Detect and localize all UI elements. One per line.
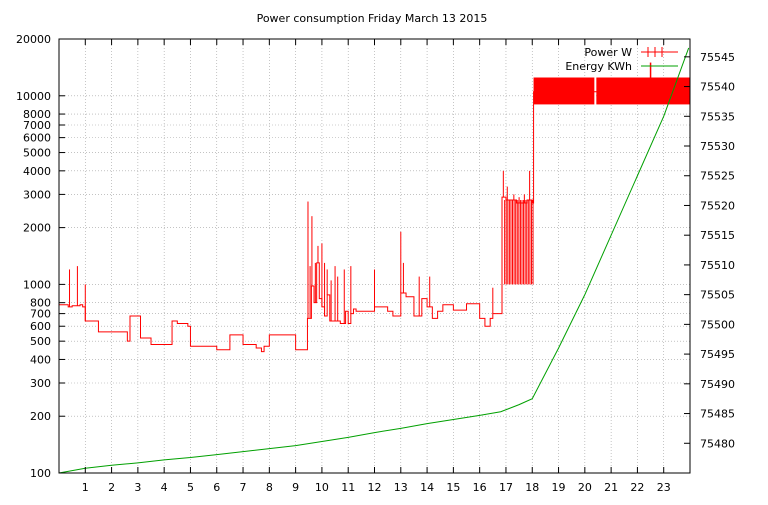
power-saturated-band	[596, 77, 690, 105]
y-tick-label: 700	[30, 308, 51, 321]
x-axis: 1 2 3 4 5 6 7 8 9 10 11 12 13 14 15 16 17 18 19 20 21 22 23	[82, 39, 671, 494]
x-tick-label: 21	[604, 481, 618, 494]
power-saturated-band	[533, 77, 595, 105]
energy-kwh-line	[58, 47, 690, 474]
y-tick-label: 200	[30, 410, 51, 423]
x-tick-label: 11	[341, 481, 355, 494]
x-tick-label: 19	[552, 481, 566, 494]
power-w-line	[59, 91, 690, 353]
y-tick-label: 10000	[16, 90, 51, 103]
y-tick-label: 400	[30, 353, 51, 366]
series-energy-kwh	[58, 47, 690, 474]
y2-tick-label: 75515	[700, 229, 735, 242]
x-tick-label: 10	[315, 481, 329, 494]
y-tick-label: 8000	[23, 108, 51, 121]
y-tick-label: 6000	[23, 132, 51, 145]
x-tick-label: 1	[82, 481, 89, 494]
y-tick-label: 5000	[23, 147, 51, 160]
y-tick-label: 20000	[16, 33, 51, 46]
x-tick-label: 22	[630, 481, 644, 494]
x-tick-label: 2	[108, 481, 115, 494]
grid-lines	[59, 38, 690, 474]
y-axis-right: 75480 75485 75490 75495 75500 75505 75510 75515…	[684, 51, 735, 450]
x-tick-label: 7	[240, 481, 247, 494]
y-tick-label: 100	[30, 467, 51, 480]
y2-tick-label: 75525	[700, 170, 735, 183]
x-tick-label: 13	[394, 481, 408, 494]
x-tick-label: 8	[266, 481, 273, 494]
y-tick-label: 3000	[23, 188, 51, 201]
y-tick-label: 1000	[23, 278, 51, 291]
x-tick-label: 16	[473, 481, 487, 494]
x-tick-label: 12	[368, 481, 382, 494]
y2-tick-label: 75485	[700, 408, 735, 421]
chart-title: Power consumption Friday March 13 2015	[257, 12, 488, 25]
y2-tick-label: 75505	[700, 289, 735, 302]
y2-tick-label: 75480	[700, 437, 735, 450]
y2-tick-label: 75495	[700, 348, 735, 361]
y2-tick-label: 75545	[700, 51, 735, 64]
x-tick-label: 14	[420, 481, 434, 494]
x-tick-label: 5	[187, 481, 194, 494]
x-tick-label: 3	[134, 481, 141, 494]
series-power-w	[59, 62, 690, 353]
x-tick-label: 6	[213, 481, 220, 494]
y-tick-label: 4000	[23, 165, 51, 178]
y2-tick-label: 75510	[700, 259, 735, 272]
y2-tick-label: 75500	[700, 318, 735, 331]
legend-label: Energy KWh	[565, 60, 632, 73]
y2-tick-label: 75540	[700, 81, 735, 94]
legend-label: Power W	[584, 46, 632, 59]
y-tick-label: 7000	[23, 119, 51, 132]
x-tick-label: 18	[525, 481, 539, 494]
x-tick-label: 4	[161, 481, 168, 494]
y2-tick-label: 75535	[700, 110, 735, 123]
x-tick-label: 20	[578, 481, 592, 494]
x-tick-label: 9	[292, 481, 299, 494]
y-tick-label: 300	[30, 377, 51, 390]
y-tick-label: 500	[30, 335, 51, 348]
x-tick-label: 23	[657, 481, 671, 494]
y2-tick-label: 75490	[700, 378, 735, 391]
y2-tick-label: 75530	[700, 140, 735, 153]
x-tick-label: 17	[499, 481, 513, 494]
y-tick-label: 600	[30, 320, 51, 333]
x-tick-label: 15	[446, 481, 460, 494]
y2-tick-label: 75520	[700, 199, 735, 212]
y-tick-label: 2000	[23, 222, 51, 235]
y-tick-label: 800	[30, 297, 51, 310]
